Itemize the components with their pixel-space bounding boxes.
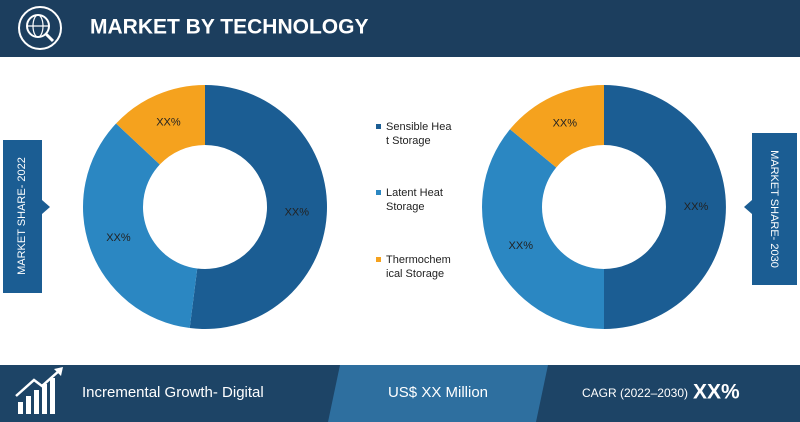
legend-label: Sensible Heat Storage (386, 121, 452, 147)
side-label: MARKET SHARE- 2030 (768, 150, 780, 268)
footer-cagr-label: CAGR (2022–2030) (582, 386, 688, 400)
data-label: XX% (285, 207, 310, 219)
donut-slice (604, 85, 726, 329)
legend-entry: Thermochemical Storage (376, 253, 452, 281)
header-bar (0, 0, 800, 57)
header-title: MARKET BY TECHNOLOGY (90, 16, 368, 39)
data-label: XX% (156, 116, 181, 128)
footer-market-size: US$ XX Million (388, 384, 488, 401)
donut-slice (116, 85, 205, 165)
legend-swatch (376, 124, 381, 129)
legend-swatch (376, 190, 381, 195)
legend-label: Thermochemical Storage (386, 254, 451, 280)
legend-entry: Latent Heat Storage (376, 186, 452, 214)
data-label: XX% (684, 201, 709, 213)
side-tab (744, 133, 797, 285)
footer-highlight (328, 365, 548, 422)
footer-growth: Incremental Growth- Digital (82, 384, 264, 401)
footer-cagr-value: XX% (693, 381, 740, 404)
legend-entry: Sensible Heat Storage (376, 120, 452, 148)
data-label: XX% (106, 232, 131, 244)
data-label: XX% (553, 118, 578, 130)
legend-swatch (376, 257, 381, 262)
donut-slice (509, 85, 604, 168)
side-label: MARKET SHARE- 2022 (16, 157, 28, 275)
data-label: XX% (509, 240, 534, 252)
legend-label: Latent Heat Storage (386, 187, 443, 213)
donut-slice (481, 129, 604, 329)
side-tab (3, 140, 50, 293)
donut-slice (82, 123, 198, 329)
header-icon (18, 6, 62, 50)
donut-slice (189, 85, 328, 330)
footer-icon (15, 367, 63, 414)
